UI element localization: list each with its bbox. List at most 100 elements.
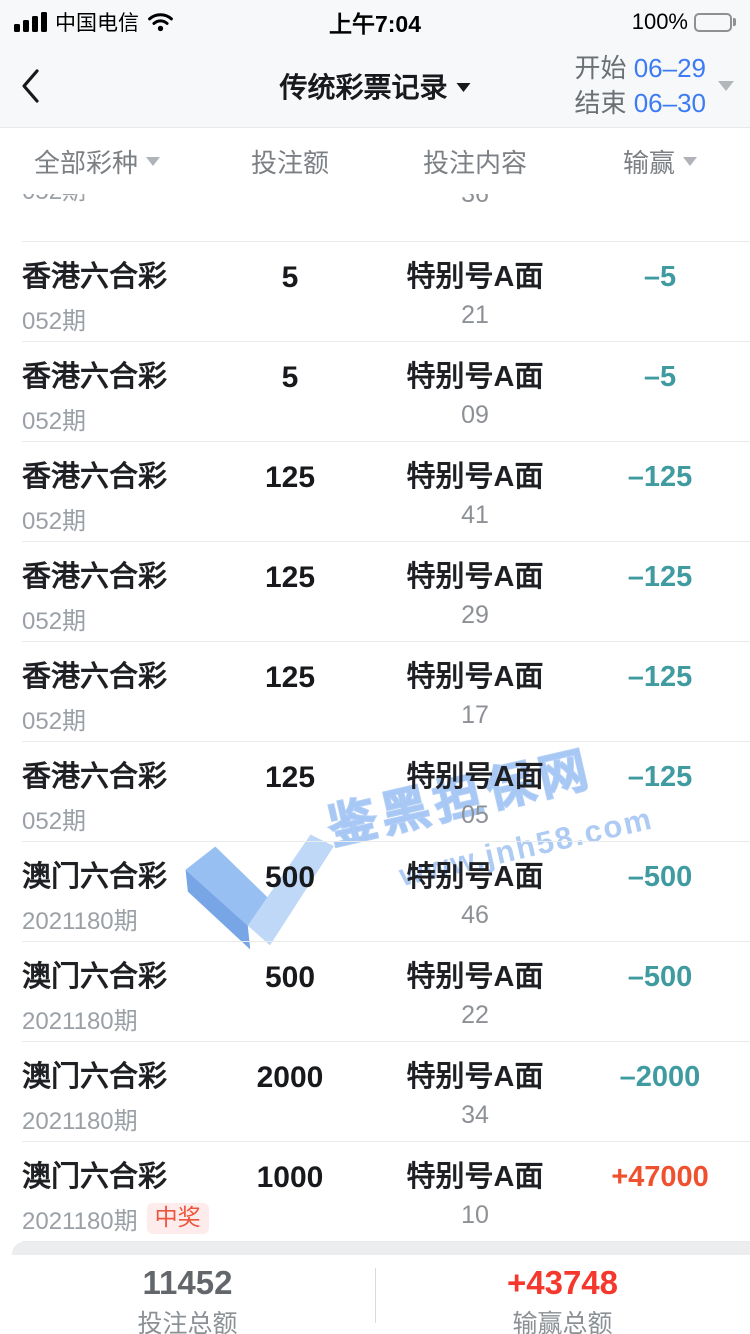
bet-content: 特别号A面: [406, 761, 544, 793]
bet-content: 特别号A面: [406, 561, 544, 593]
table-row[interactable]: 澳门六合彩 2021180期 2000 特别号A面 34 –2000: [0, 1042, 750, 1142]
bet-number: 29: [461, 601, 489, 629]
bet-number: 05: [461, 801, 489, 829]
bet-amount: 1000: [256, 1161, 324, 1194]
start-label: 开始: [574, 52, 627, 83]
lottery-name: 香港六合彩: [22, 261, 168, 293]
win-loss-value: –2000: [619, 1061, 701, 1093]
win-badge: 中奖: [146, 1203, 209, 1234]
bet-total: 11452 投注总额: [0, 1255, 375, 1334]
bet-amount: 2000: [256, 1061, 324, 1094]
bet-number: 21: [461, 301, 489, 329]
period-label: 2021180期: [22, 1008, 138, 1035]
table-row[interactable]: 澳门六合彩 2021180期 中奖 1000 特别号A面 10 +47000: [0, 1142, 750, 1242]
back-button[interactable]: [0, 44, 60, 127]
lottery-name: 香港六合彩: [22, 761, 168, 793]
bet-content: 特别号A面: [406, 361, 544, 393]
win-loss-value: –5: [643, 361, 677, 393]
bet-number: 36: [461, 194, 489, 208]
win-loss-value: –125: [627, 761, 693, 793]
bet-content: 特别号A面: [406, 861, 544, 893]
filter-win-loss[interactable]: 输赢: [570, 143, 750, 180]
battery-percent: 100%: [631, 9, 688, 34]
period-label: 052期: [22, 608, 87, 635]
partial-row: 052期 36: [0, 194, 750, 242]
table-row[interactable]: 香港六合彩 052期 5 特别号A面 21 –5: [0, 242, 750, 342]
carrier-label: 中国电信: [55, 12, 139, 35]
column-header-bet-amount: 投注额: [250, 147, 329, 178]
bet-amount: 5: [281, 361, 299, 394]
period-label: 2021180期: [22, 908, 138, 935]
winloss-total: +43748 输赢总额: [375, 1255, 750, 1334]
period-label: 2021180期: [22, 1208, 138, 1235]
lottery-name: 澳门六合彩: [22, 961, 168, 993]
win-loss-value: –125: [627, 461, 693, 493]
bet-content: 特别号A面: [406, 1161, 544, 1193]
bet-number: 09: [461, 401, 489, 429]
cellular-signal-icon: [14, 12, 47, 32]
bet-number: 34: [461, 1101, 489, 1129]
page-title-dropdown[interactable]: 传统彩票记录: [279, 66, 471, 106]
chevron-down-icon: [718, 80, 734, 91]
lottery-name: 香港六合彩: [22, 361, 168, 393]
lottery-name: 澳门六合彩: [22, 1161, 168, 1193]
bet-amount: 125: [264, 461, 316, 494]
period-label: 052期: [22, 508, 87, 535]
table-row[interactable]: 香港六合彩 052期 125 特别号A面 17 –125: [0, 642, 750, 742]
bet-number: 17: [461, 701, 489, 729]
bet-amount: 500: [264, 961, 316, 994]
lottery-name: 澳门六合彩: [22, 861, 168, 893]
date-range-picker[interactable]: 开始 06–29 结束 06–30: [574, 51, 750, 121]
chevron-down-icon: [683, 156, 697, 166]
filter-lottery-type-label: 全部彩种: [34, 147, 139, 178]
start-date-value: 06–29: [633, 52, 706, 83]
period-label: 052期: [22, 408, 87, 435]
bet-amount: 125: [264, 561, 316, 594]
summary-bar: 11452 投注总额 +43748 输赢总额: [0, 1255, 750, 1334]
bet-amount: 125: [264, 761, 316, 794]
period-label: 052期: [22, 708, 87, 735]
page-title: 传统彩票记录: [279, 71, 448, 103]
bet-amount: 5: [281, 261, 299, 294]
clock: 上午7:04: [328, 11, 422, 37]
list-bottom-strip: [12, 1242, 750, 1255]
win-loss-value: –125: [627, 661, 693, 693]
filter-lottery-type[interactable]: 全部彩种: [0, 143, 200, 180]
bet-number: 10: [461, 1201, 489, 1229]
win-loss-value: –500: [627, 961, 693, 993]
wifi-icon: [148, 13, 173, 32]
table-row[interactable]: 香港六合彩 052期 125 特别号A面 05 –125: [0, 742, 750, 842]
table-row[interactable]: 香港六合彩 052期 125 特别号A面 29 –125: [0, 542, 750, 642]
win-loss-value: –500: [627, 861, 693, 893]
filter-win-loss-label: 输赢: [622, 147, 675, 178]
table-row[interactable]: 澳门六合彩 2021180期 500 特别号A面 46 –500: [0, 842, 750, 942]
bet-content: 特别号A面: [406, 461, 544, 493]
bet-number: 41: [461, 501, 489, 529]
bet-number: 46: [461, 901, 489, 929]
win-loss-value: +47000: [611, 1161, 709, 1193]
status-bar: 中国电信 上午7:04 100%: [0, 0, 750, 44]
summary-divider: [375, 1268, 376, 1323]
header: 中国电信 上午7:04 100% 传统彩票记录: [0, 0, 750, 128]
bet-content: 特别号A面: [406, 1061, 544, 1093]
period-label: 2021180期: [22, 1108, 138, 1135]
filter-bar: 全部彩种 投注额 投注内容 输赢: [0, 128, 750, 194]
bet-content: 特别号A面: [406, 261, 544, 293]
lottery-name: 香港六合彩: [22, 561, 168, 593]
chevron-down-icon: [456, 83, 471, 92]
records-list: 鉴黑担保网 www.jnh58.com 052期 36 香港六合彩 052期 5…: [0, 194, 750, 1242]
win-loss-value: –125: [627, 561, 693, 593]
column-header-bet-content: 投注内容: [422, 147, 527, 178]
period-label: 052期: [22, 808, 87, 835]
chevron-left-icon: [22, 68, 39, 103]
table-row[interactable]: 澳门六合彩 2021180期 500 特别号A面 22 –500: [0, 942, 750, 1042]
end-date-row: 结束 06–30: [574, 86, 706, 121]
lottery-name: 澳门六合彩: [22, 1061, 168, 1093]
lottery-name: 香港六合彩: [22, 461, 168, 493]
chevron-down-icon: [146, 156, 161, 166]
table-row[interactable]: 香港六合彩 052期 125 特别号A面 41 –125: [0, 442, 750, 542]
nav-bar: 传统彩票记录 开始 06–29 结束 06–30: [0, 44, 750, 127]
bet-total-label: 投注总额: [137, 1310, 238, 1334]
table-row[interactable]: 香港六合彩 052期 5 特别号A面 09 –5: [0, 342, 750, 442]
bet-total-value: 11452: [142, 1264, 233, 1301]
